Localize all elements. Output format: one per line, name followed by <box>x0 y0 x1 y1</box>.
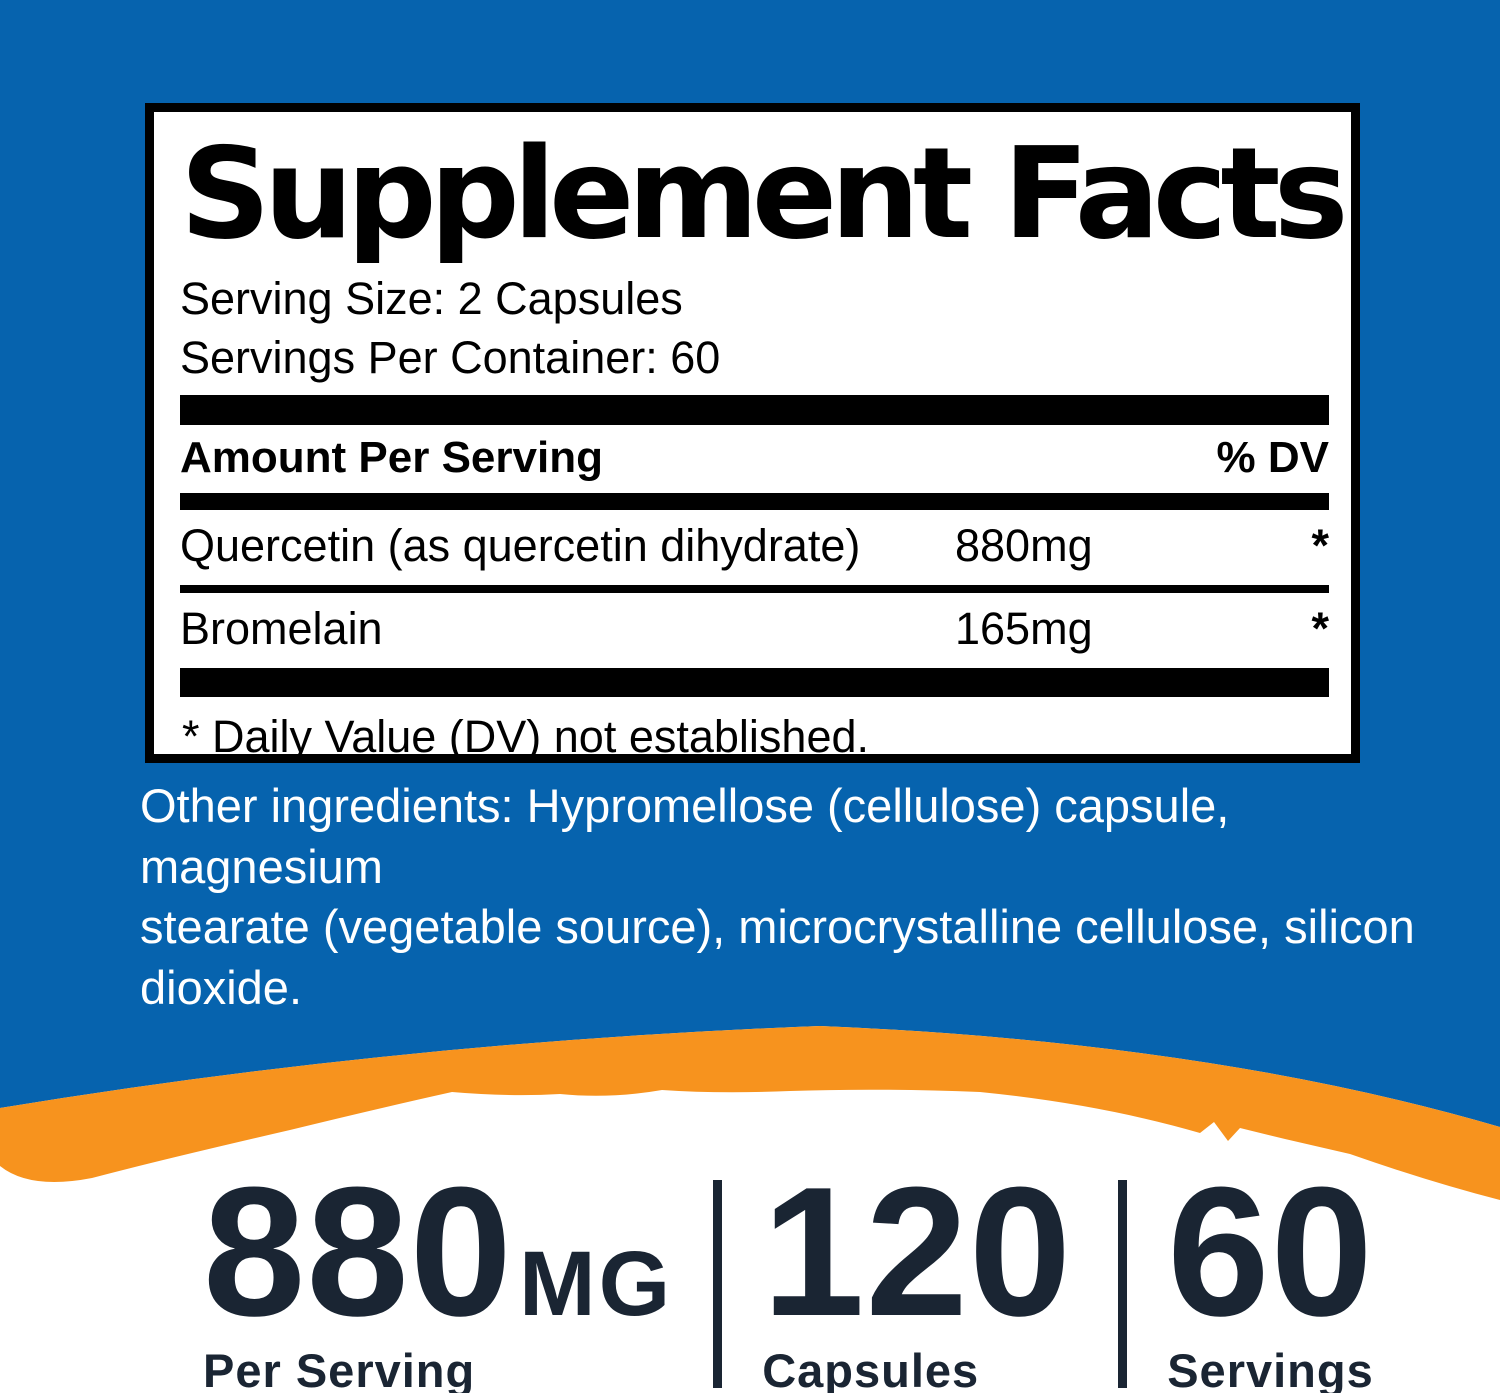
supplement-facts-panel: Supplement Facts Serving Size: 2 Capsule… <box>145 103 1360 763</box>
stat-value: 120 <box>762 1159 1078 1343</box>
stats-section: 880MG Per Serving 120 Capsules 60 Servin… <box>203 1159 1380 1393</box>
nutrient-dv: * <box>1311 520 1329 572</box>
other-ingredients-line: dioxide. <box>140 960 302 1014</box>
nutrient-name: Bromelain <box>180 603 383 655</box>
supplement-facts-title: Supplement Facts <box>180 120 1349 267</box>
nutrient-amount: 880mg <box>955 520 1093 572</box>
nutrient-row-quercetin: Quercetin (as quercetin dihydrate) 880mg… <box>180 510 1329 585</box>
stat-divider <box>713 1180 723 1388</box>
dv-header: % DV <box>1216 433 1329 483</box>
stat-value: 60 <box>1167 1159 1380 1343</box>
orange-swoosh-shape <box>0 1026 1500 1200</box>
header-separator-bar <box>180 493 1329 511</box>
table-header-row: Amount Per Serving % DV <box>180 425 1329 493</box>
stat-number: 120 <box>762 1148 1073 1354</box>
nutrient-dv: * <box>1311 603 1329 655</box>
stat-unit: MG <box>519 1233 674 1335</box>
stat-block-per-serving: 880MG Per Serving <box>203 1159 673 1393</box>
stat-divider <box>1118 1180 1128 1388</box>
stat-label: Servings <box>1167 1343 1374 1393</box>
stat-value: 880MG <box>203 1159 673 1343</box>
stat-block-capsules: 120 Capsules <box>762 1159 1078 1393</box>
servings-per-container-line: Servings Per Container: 60 <box>180 331 721 383</box>
nutrient-name: Quercetin (as quercetin dihydrate) <box>180 520 861 572</box>
table-top-bar <box>180 395 1329 426</box>
nutrient-row-bromelain: Bromelain 165mg * <box>180 593 1329 668</box>
other-ingredients-paragraph: Other ingredients: Hypromellose (cellulo… <box>140 776 1440 1019</box>
table-bottom-bar <box>180 668 1329 698</box>
other-ingredients-line: stearate (vegetable source), microcrysta… <box>140 900 1415 954</box>
serving-size-line: Serving Size: 2 Capsules <box>180 273 683 325</box>
dv-footnote: * Daily Value (DV) not established. <box>182 711 869 763</box>
row-separator-rule <box>180 585 1329 594</box>
other-ingredients-line: Other ingredients: Hypromellose (cellulo… <box>140 779 1230 893</box>
nutrient-amount: 165mg <box>955 603 1093 655</box>
amount-per-serving-header: Amount Per Serving <box>180 433 603 483</box>
stat-label: Capsules <box>762 1343 980 1393</box>
stat-number: 880 <box>203 1148 513 1354</box>
stat-label: Per Serving <box>203 1343 476 1393</box>
stat-block-servings: 60 Servings <box>1167 1159 1380 1393</box>
stat-number: 60 <box>1167 1148 1374 1354</box>
